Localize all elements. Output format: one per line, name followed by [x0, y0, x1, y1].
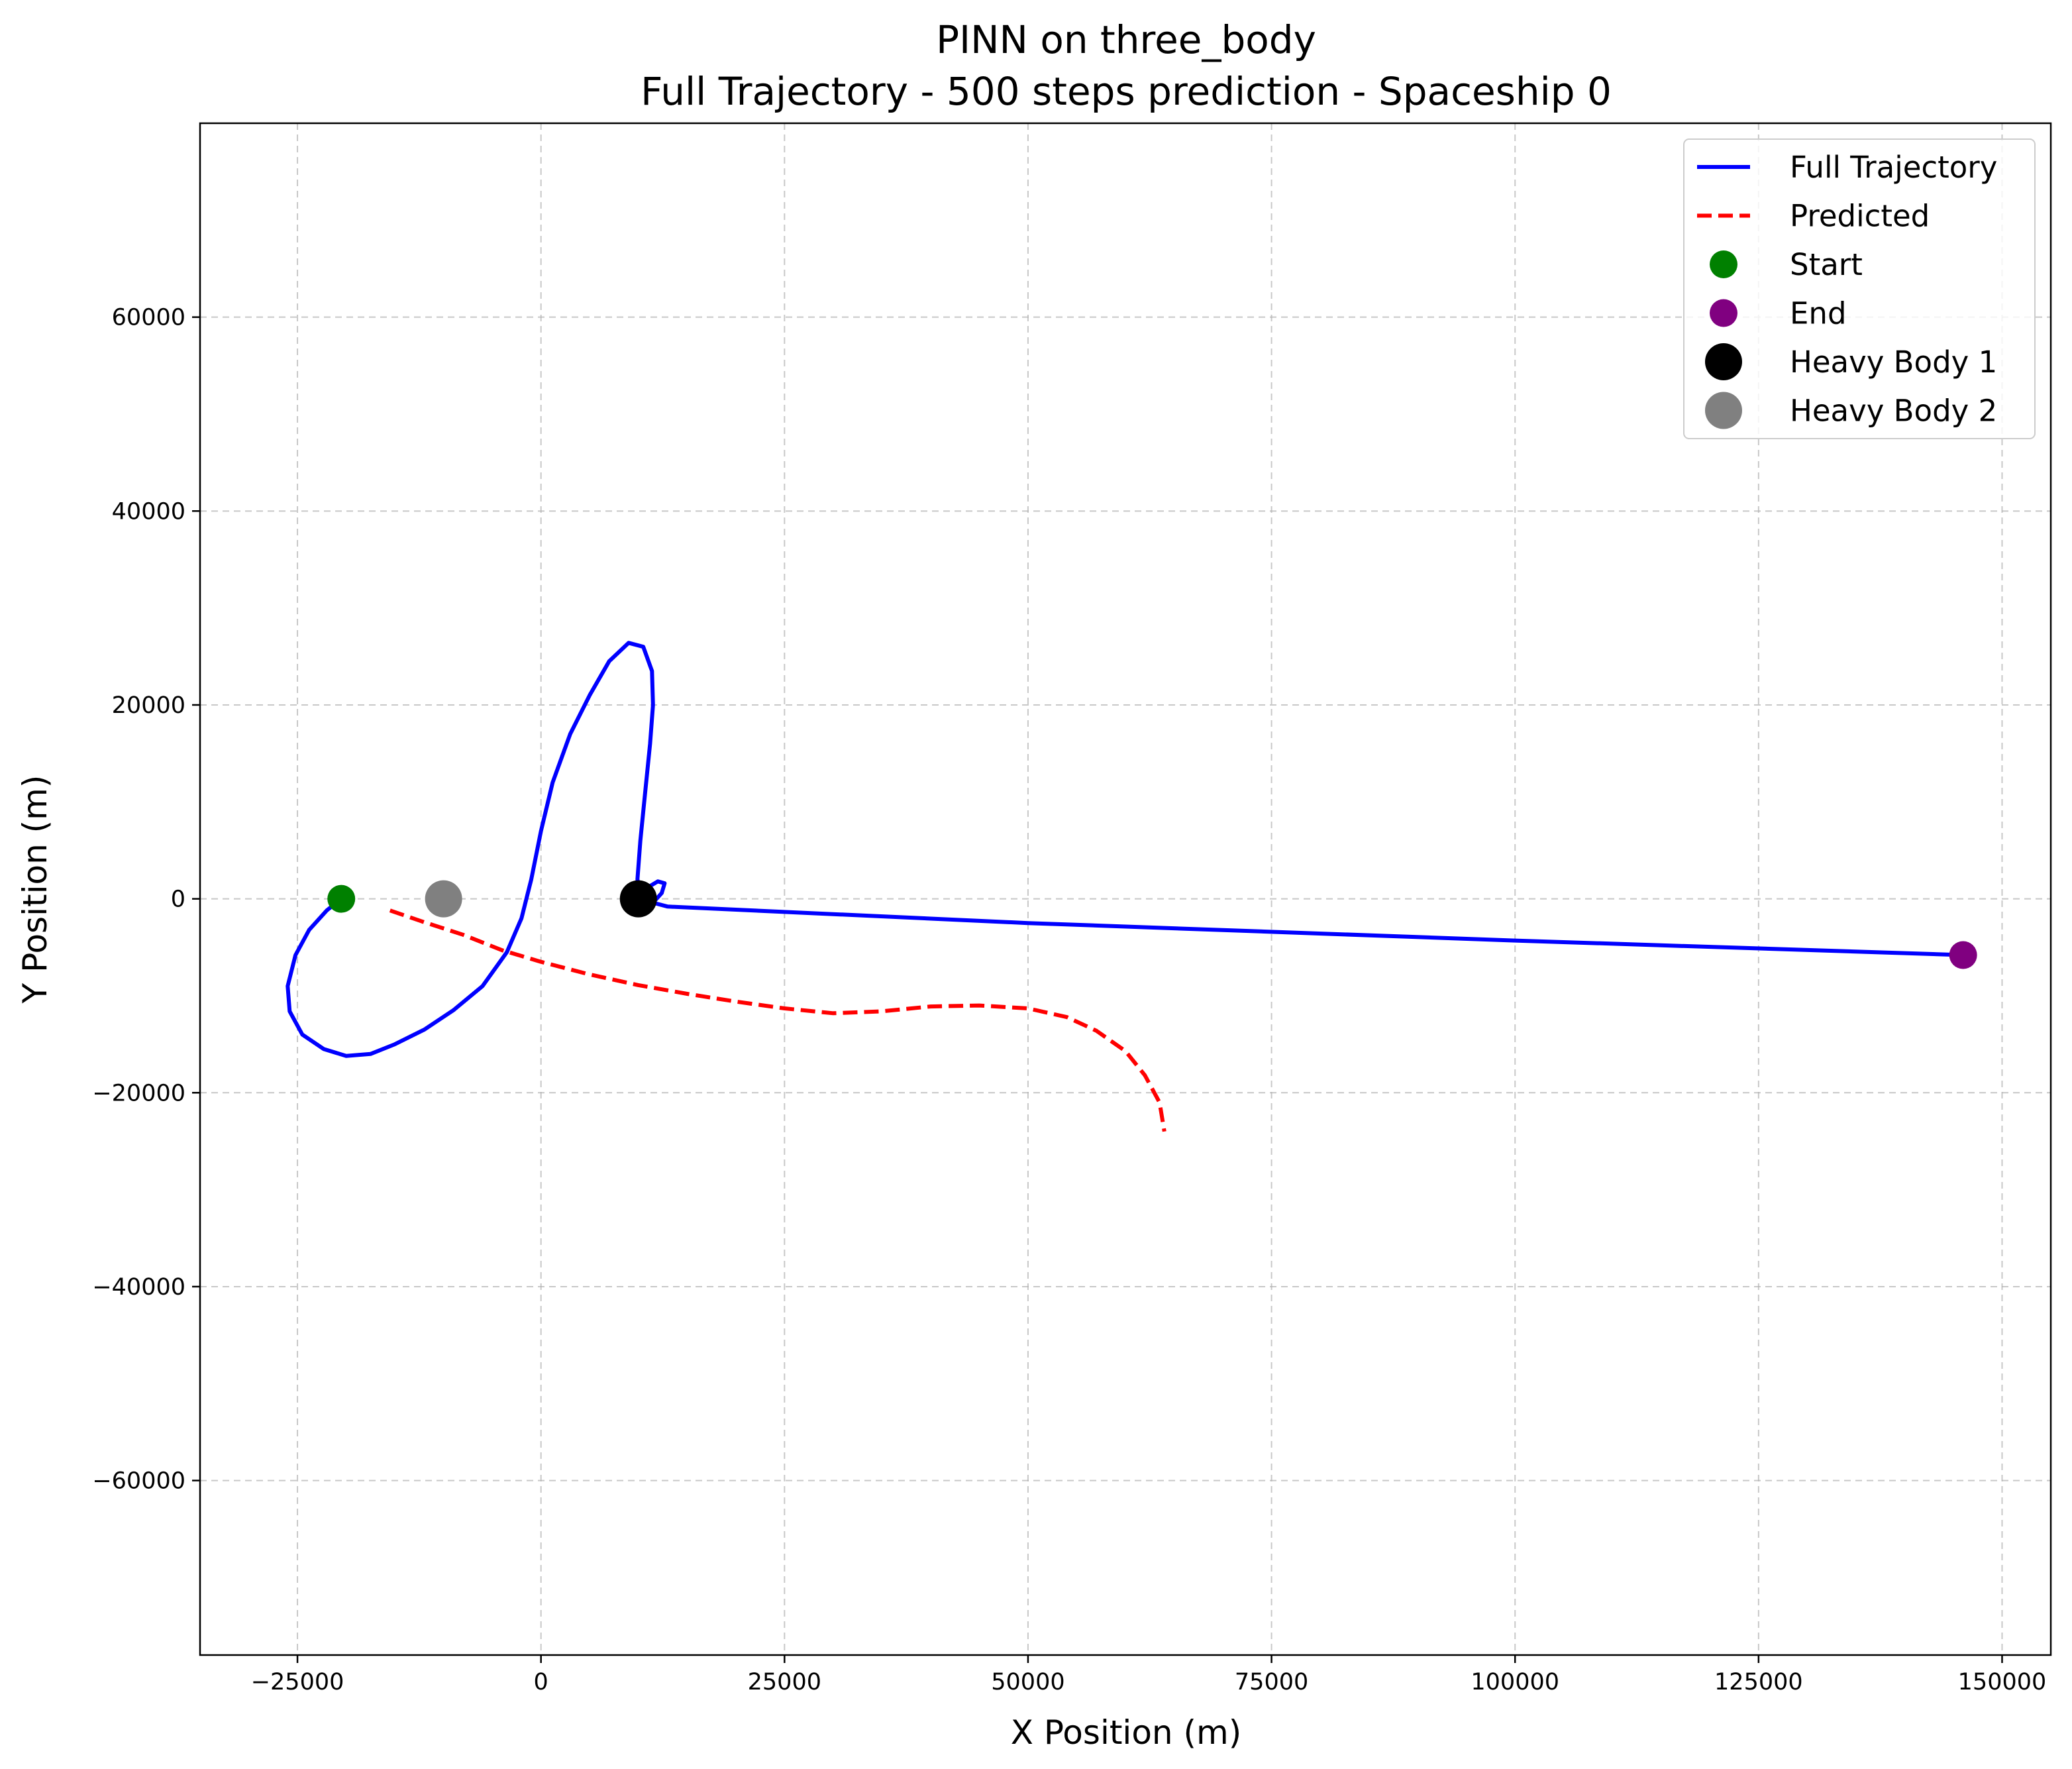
- legend: Full Trajectory Predicted Start End Heavy Bo…: [1683, 138, 2036, 439]
- axis-ticks: −25000 0 25000 50000 75000 100000 125000 150000…: [92, 305, 2046, 1695]
- chart-title: PINN on three_body: [936, 17, 1316, 62]
- y-axis-label: Y Position (m): [16, 775, 54, 1004]
- legend-start-label: Start: [1790, 247, 1863, 282]
- x-tick-label: 0: [534, 1669, 548, 1695]
- x-tick-label: 100000: [1471, 1669, 1559, 1695]
- legend-predicted-label: Predicted: [1790, 199, 1930, 234]
- plot-data: [285, 641, 1977, 1132]
- legend-box: [1683, 138, 2036, 439]
- x-tick-label: 125000: [1714, 1669, 1803, 1695]
- x-tick-label: 75000: [1235, 1669, 1308, 1695]
- x-tick-label: 25000: [748, 1669, 821, 1695]
- y-tick-label: 40000: [112, 498, 185, 525]
- x-tick-label: 150000: [1958, 1669, 2047, 1695]
- legend-full-trajectory-label: Full Trajectory: [1790, 150, 1997, 185]
- x-axis-label: X Position (m): [1011, 1713, 1241, 1752]
- grid: [200, 123, 2051, 1655]
- legend-heavy-body-1-label: Heavy Body 1: [1790, 345, 1997, 380]
- end-marker: [1949, 941, 1977, 969]
- legend-heavy-body-2-label: Heavy Body 2: [1790, 394, 1997, 429]
- y-tick-label: −40000: [92, 1274, 185, 1301]
- y-tick-label: 20000: [112, 692, 185, 719]
- predicted-line: [389, 908, 1166, 1132]
- full-trajectory-line: [285, 641, 1965, 1058]
- y-tick-label: −60000: [92, 1468, 185, 1495]
- y-tick-label: 60000: [112, 305, 185, 331]
- chart-subtitle: Full Trajectory - 500 steps prediction -…: [641, 69, 1612, 114]
- heavy-body-2-marker: [425, 880, 462, 918]
- heavy-body-1-marker: [619, 880, 657, 918]
- y-tick-label: −20000: [92, 1080, 185, 1106]
- legend-start-marker: [1710, 250, 1737, 278]
- x-tick-label: −25000: [251, 1669, 344, 1695]
- y-tick-label: 0: [171, 886, 185, 913]
- legend-heavy-body-2-marker: [1705, 392, 1742, 429]
- plot-frame: [199, 122, 2052, 1656]
- start-marker: [327, 884, 356, 913]
- legend-end-marker: [1710, 299, 1737, 327]
- x-tick-label: 50000: [991, 1669, 1064, 1695]
- legend-end-label: End: [1790, 296, 1847, 331]
- legend-heavy-body-1-marker: [1705, 343, 1742, 380]
